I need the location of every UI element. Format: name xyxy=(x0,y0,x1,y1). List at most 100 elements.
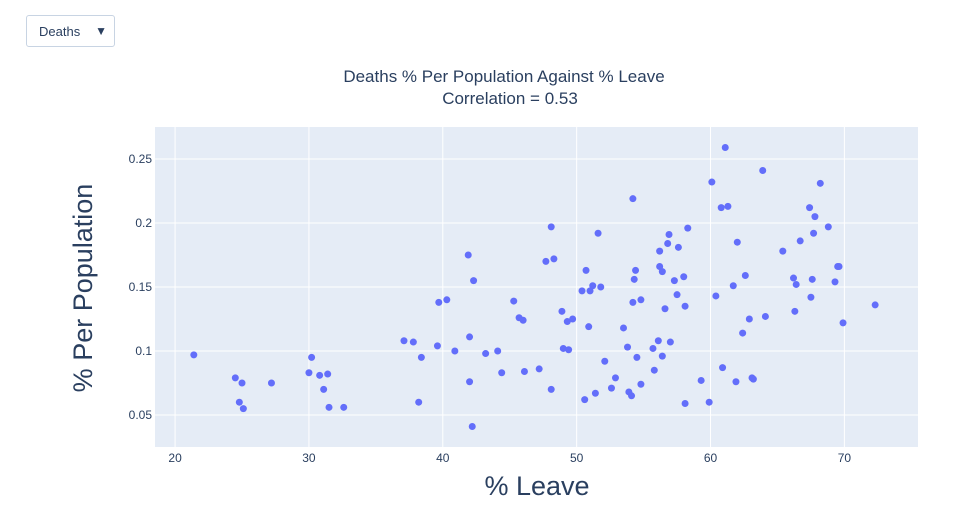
data-point[interactable] xyxy=(494,347,502,355)
data-point[interactable] xyxy=(779,247,787,255)
data-point[interactable] xyxy=(563,318,571,326)
data-point[interactable] xyxy=(816,179,824,187)
data-point[interactable] xyxy=(658,352,666,360)
metric-dropdown[interactable]: Deaths ▼ xyxy=(26,15,115,47)
data-point[interactable] xyxy=(519,316,527,324)
data-point[interactable] xyxy=(808,275,816,283)
data-point[interactable] xyxy=(190,351,198,359)
data-point[interactable] xyxy=(415,398,423,406)
data-point[interactable] xyxy=(745,315,753,323)
data-point[interactable] xyxy=(565,346,573,354)
data-point[interactable] xyxy=(591,389,599,397)
data-point[interactable] xyxy=(305,369,313,377)
data-point[interactable] xyxy=(796,237,804,245)
data-point[interactable] xyxy=(510,297,518,305)
data-point[interactable] xyxy=(417,353,425,361)
data-point[interactable] xyxy=(482,350,490,358)
data-point[interactable] xyxy=(684,224,692,232)
data-point[interactable] xyxy=(721,143,729,151)
data-point[interactable] xyxy=(719,364,727,372)
data-point[interactable] xyxy=(666,338,674,346)
data-point[interactable] xyxy=(320,385,328,393)
data-point[interactable] xyxy=(637,380,645,388)
data-point[interactable] xyxy=(550,255,558,263)
data-point[interactable] xyxy=(547,385,555,393)
data-point[interactable] xyxy=(466,333,474,341)
data-point[interactable] xyxy=(658,268,666,276)
data-point[interactable] xyxy=(664,239,672,247)
data-point[interactable] xyxy=(824,223,832,231)
data-point[interactable] xyxy=(585,323,593,331)
data-point[interactable] xyxy=(790,274,798,282)
data-point[interactable] xyxy=(624,343,632,351)
data-point[interactable] xyxy=(680,273,688,281)
data-point[interactable] xyxy=(409,338,417,346)
data-point[interactable] xyxy=(759,167,767,175)
data-point[interactable] xyxy=(559,344,567,352)
data-point[interactable] xyxy=(656,247,664,255)
data-point[interactable] xyxy=(831,278,839,286)
data-point[interactable] xyxy=(582,266,590,274)
data-point[interactable] xyxy=(811,213,819,221)
data-point[interactable] xyxy=(739,329,747,337)
data-point[interactable] xyxy=(468,423,476,431)
data-point[interactable] xyxy=(547,223,555,231)
data-point[interactable] xyxy=(673,291,681,299)
data-point[interactable] xyxy=(611,374,619,382)
data-point[interactable] xyxy=(569,315,577,323)
data-point[interactable] xyxy=(810,229,818,237)
data-point[interactable] xyxy=(733,238,741,246)
data-point[interactable] xyxy=(581,396,589,404)
data-point[interactable] xyxy=(741,271,749,279)
data-point[interactable] xyxy=(712,292,720,300)
data-point[interactable] xyxy=(535,365,543,373)
data-point[interactable] xyxy=(464,251,472,259)
data-point[interactable] xyxy=(308,353,316,361)
data-point[interactable] xyxy=(629,195,637,203)
data-point[interactable] xyxy=(724,202,732,210)
data-point[interactable] xyxy=(597,283,605,291)
data-point[interactable] xyxy=(267,379,275,387)
data-point[interactable] xyxy=(231,374,239,382)
data-point[interactable] xyxy=(717,204,725,212)
data-point[interactable] xyxy=(637,296,645,304)
data-point[interactable] xyxy=(340,403,348,411)
data-point[interactable] xyxy=(806,204,814,212)
data-point[interactable] xyxy=(601,357,609,365)
data-point[interactable] xyxy=(542,257,550,265)
data-point[interactable] xyxy=(520,367,528,375)
data-point[interactable] xyxy=(400,337,408,345)
data-point[interactable] xyxy=(443,296,451,304)
data-point[interactable] xyxy=(839,319,847,327)
data-point[interactable] xyxy=(835,263,843,271)
data-point[interactable] xyxy=(681,399,689,407)
data-point[interactable] xyxy=(674,243,682,251)
data-point[interactable] xyxy=(761,312,769,320)
data-point[interactable] xyxy=(650,366,658,374)
data-point[interactable] xyxy=(620,324,628,332)
data-point[interactable] xyxy=(589,282,597,290)
data-point[interactable] xyxy=(871,301,879,309)
data-point[interactable] xyxy=(628,392,636,400)
data-point[interactable] xyxy=(498,369,506,377)
data-point[interactable] xyxy=(325,403,333,411)
data-point[interactable] xyxy=(632,266,640,274)
data-point[interactable] xyxy=(607,384,615,392)
data-point[interactable] xyxy=(697,376,705,384)
data-point[interactable] xyxy=(661,305,669,313)
data-point[interactable] xyxy=(729,282,737,290)
data-point[interactable] xyxy=(749,375,757,383)
data-point[interactable] xyxy=(681,302,689,310)
data-point[interactable] xyxy=(578,287,586,295)
data-point[interactable] xyxy=(732,378,740,386)
data-point[interactable] xyxy=(705,398,713,406)
data-point[interactable] xyxy=(238,379,246,387)
data-point[interactable] xyxy=(708,178,716,186)
data-point[interactable] xyxy=(451,347,459,355)
data-point[interactable] xyxy=(633,353,641,361)
data-point[interactable] xyxy=(670,277,678,285)
data-point[interactable] xyxy=(792,280,800,288)
data-point[interactable] xyxy=(316,371,324,379)
data-point[interactable] xyxy=(239,405,247,413)
data-point[interactable] xyxy=(470,277,478,285)
